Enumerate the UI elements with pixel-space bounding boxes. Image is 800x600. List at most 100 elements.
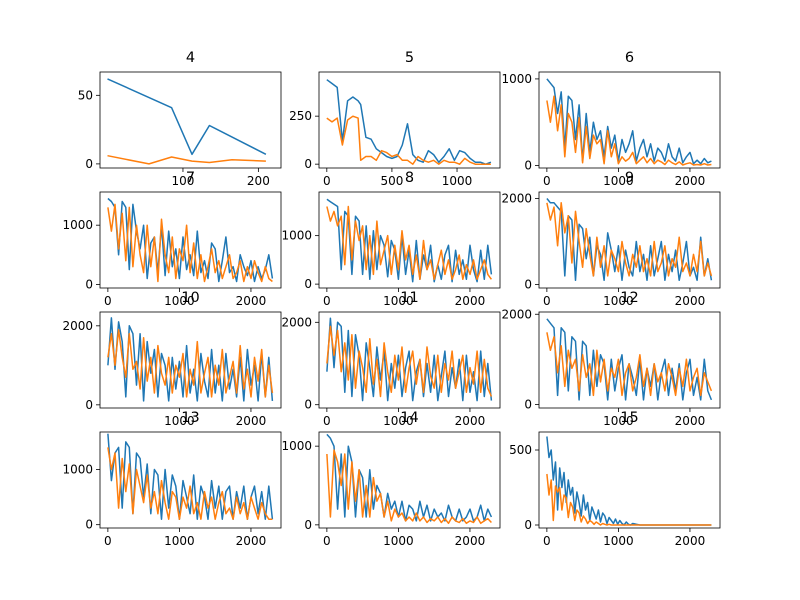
subplot-4: 100 200 0 50 4 bbox=[78, 50, 282, 188]
series-line-1 bbox=[107, 197, 274, 283]
x-tick-label: 2000 bbox=[675, 414, 706, 428]
x-tick-label: 1000 bbox=[442, 174, 473, 188]
axes-frame bbox=[538, 431, 721, 529]
x-tick-label: 1000 bbox=[383, 534, 414, 548]
x-tick-label: 0 bbox=[323, 414, 331, 428]
series-line-2 bbox=[546, 332, 713, 397]
subplot-10: 1000 2000 0 2000 10 bbox=[62, 290, 282, 428]
x-tick-label: 0 bbox=[323, 534, 331, 548]
y-tick-label: 0 bbox=[524, 397, 532, 411]
subplot-title: 7 bbox=[186, 170, 195, 186]
axes-frame bbox=[318, 71, 501, 169]
x-tick-label: 2000 bbox=[455, 294, 486, 308]
x-tick-label: 2000 bbox=[455, 414, 486, 428]
series-line-1 bbox=[546, 436, 712, 526]
subplot-title: 11 bbox=[400, 290, 418, 306]
subplot-11: 0 1000 2000 0 2000 11 bbox=[281, 290, 501, 428]
subplot-title: 8 bbox=[405, 170, 414, 186]
subplot-title: 15 bbox=[620, 410, 638, 426]
subplot-title: 10 bbox=[181, 290, 199, 306]
y-tick-label: 2000 bbox=[501, 307, 532, 321]
y-tick-label: 1000 bbox=[281, 439, 312, 453]
x-tick-label: 1000 bbox=[603, 534, 634, 548]
y-tick-label: 0 bbox=[524, 518, 532, 532]
y-tick-label: 1000 bbox=[62, 463, 93, 477]
x-tick-label: 0 bbox=[543, 294, 551, 308]
axes-frame bbox=[318, 431, 501, 529]
y-tick-label: 0 bbox=[85, 277, 93, 291]
series-line-2 bbox=[326, 205, 493, 281]
subplot-12: 1000 2000 0 2000 12 bbox=[501, 290, 721, 428]
x-tick-label: 1000 bbox=[164, 294, 195, 308]
y-tick-label: 1000 bbox=[281, 229, 312, 243]
y-tick-label: 500 bbox=[509, 443, 532, 457]
axes-frame bbox=[538, 311, 721, 409]
series-line-1 bbox=[326, 433, 493, 522]
series-line-2 bbox=[326, 449, 492, 525]
axes-frame bbox=[538, 191, 721, 289]
y-tick-label: 0 bbox=[524, 278, 532, 292]
series-line-1 bbox=[546, 198, 713, 282]
x-tick-label: 200 bbox=[247, 174, 270, 188]
subplot-title: 13 bbox=[181, 410, 199, 426]
x-tick-label: 2000 bbox=[455, 534, 486, 548]
series-line-2 bbox=[107, 447, 273, 520]
subplot-title: 9 bbox=[625, 170, 634, 186]
y-tick-label: 50 bbox=[78, 88, 93, 102]
y-tick-label: 0 bbox=[85, 518, 93, 532]
x-tick-label: 500 bbox=[380, 174, 403, 188]
subplot-7: 0 1000 2000 0 1000 7 bbox=[62, 170, 282, 308]
axes-frame bbox=[99, 191, 282, 289]
x-tick-label: 2000 bbox=[236, 294, 267, 308]
x-tick-label: 2000 bbox=[236, 414, 267, 428]
y-tick-label: 0 bbox=[85, 398, 93, 412]
subplot-5: 0 500 1000 0 250 5 bbox=[289, 50, 501, 188]
y-tick-label: 2000 bbox=[501, 191, 532, 205]
series-line-1 bbox=[326, 317, 493, 402]
subplot-9: 0 1000 2000 0 2000 9 bbox=[501, 170, 721, 308]
y-tick-label: 1000 bbox=[501, 72, 532, 86]
series-line-2 bbox=[546, 95, 712, 166]
axes-frame bbox=[318, 311, 501, 409]
y-tick-label: 2000 bbox=[281, 315, 312, 329]
x-tick-label: 2000 bbox=[675, 294, 706, 308]
axes-frame bbox=[99, 311, 282, 409]
subplot-6: 0 1000 2000 0 1000 6 bbox=[501, 50, 721, 188]
x-tick-label: 1000 bbox=[603, 294, 634, 308]
series-line-2 bbox=[107, 154, 266, 165]
series-line-2 bbox=[107, 203, 273, 283]
x-tick-label: 2000 bbox=[675, 174, 706, 188]
series-line-2 bbox=[546, 473, 712, 526]
series-line-2 bbox=[546, 202, 713, 277]
series-line-1 bbox=[107, 78, 267, 156]
y-tick-label: 0 bbox=[85, 157, 93, 171]
subplot-title: 12 bbox=[620, 290, 638, 306]
series-line-1 bbox=[326, 198, 493, 283]
x-tick-label: 0 bbox=[323, 174, 331, 188]
series-line-1 bbox=[326, 79, 492, 165]
y-tick-label: 2000 bbox=[62, 319, 93, 333]
x-tick-label: 1000 bbox=[164, 534, 195, 548]
x-tick-label: 1000 bbox=[603, 414, 634, 428]
y-tick-label: 0 bbox=[304, 157, 312, 171]
y-tick-label: 0 bbox=[304, 277, 312, 291]
subplot-8: 0 1000 2000 0 1000 8 bbox=[281, 170, 501, 308]
axes-frame bbox=[538, 71, 721, 169]
subplot-title: 4 bbox=[186, 50, 195, 66]
subplot-title: 5 bbox=[405, 50, 414, 66]
x-tick-label: 0 bbox=[543, 534, 551, 548]
x-tick-label: 1000 bbox=[383, 414, 414, 428]
axes-frame bbox=[99, 431, 282, 529]
y-tick-label: 0 bbox=[304, 398, 312, 412]
y-tick-label: 1000 bbox=[62, 218, 93, 232]
x-tick-label: 1000 bbox=[603, 174, 634, 188]
subplot-15: 0 1000 2000 0 500 15 bbox=[509, 410, 721, 548]
x-tick-label: 2000 bbox=[236, 534, 267, 548]
x-tick-label: 0 bbox=[543, 174, 551, 188]
x-tick-label: 2000 bbox=[675, 534, 706, 548]
y-tick-label: 0 bbox=[304, 518, 312, 532]
y-tick-label: 0 bbox=[524, 158, 532, 172]
